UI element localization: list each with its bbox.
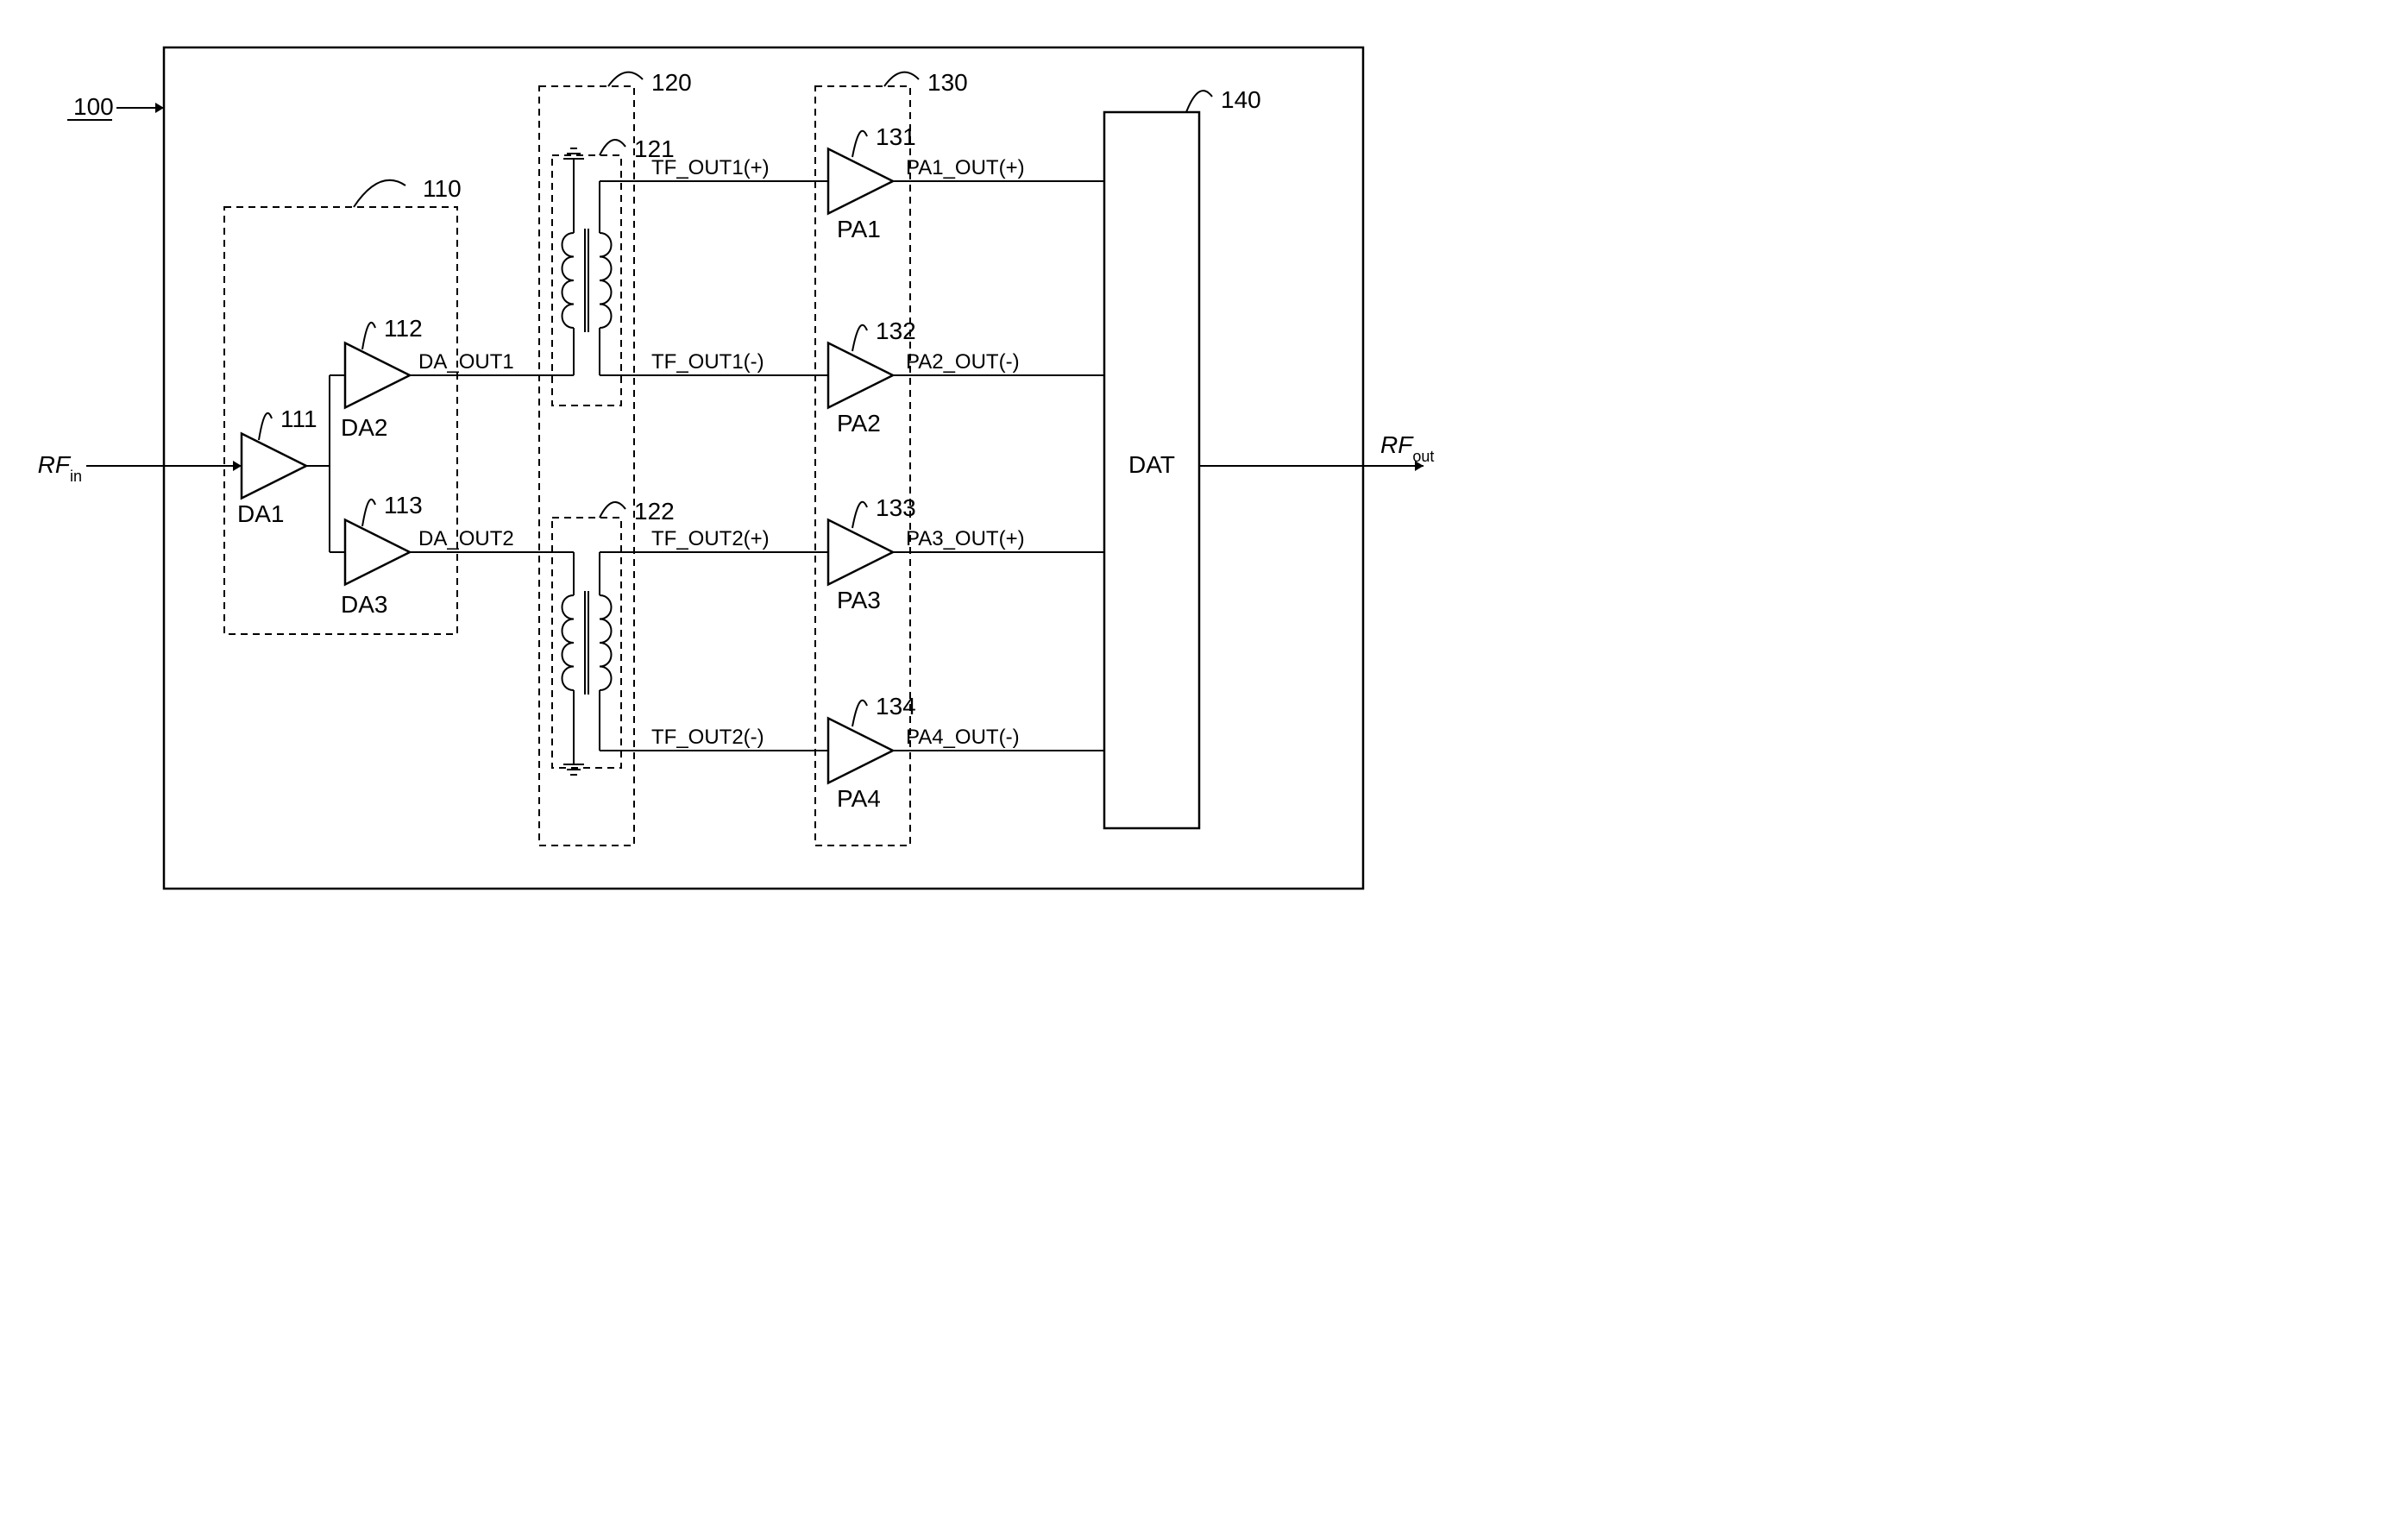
svg-text:100: 100 (73, 93, 114, 120)
svg-text:DA_OUT1: DA_OUT1 (418, 350, 514, 374)
rf-in-label: RFin (38, 451, 82, 485)
svg-text:DA3: DA3 (341, 591, 387, 618)
amp-da2 (345, 343, 410, 408)
svg-text:DAT: DAT (1128, 451, 1175, 478)
amp-da3 (345, 520, 410, 585)
svg-text:PA3_OUT(+): PA3_OUT(+) (906, 527, 1025, 550)
svg-text:PA4: PA4 (837, 785, 881, 812)
amp-da1 (242, 434, 306, 499)
svg-text:112: 112 (384, 315, 423, 342)
rf-out-label: RFout (1380, 431, 1434, 465)
svg-text:DA1: DA1 (237, 500, 284, 527)
svg-text:134: 134 (876, 693, 916, 720)
svg-text:113: 113 (384, 492, 423, 519)
svg-text:140: 140 (1221, 86, 1261, 113)
svg-text:131: 131 (876, 123, 916, 150)
svg-text:TF_OUT2(+): TF_OUT2(+) (651, 527, 770, 550)
svg-text:DA_OUT2: DA_OUT2 (418, 527, 514, 550)
amp-pa1 (828, 149, 893, 214)
svg-text:TF_OUT2(-): TF_OUT2(-) (651, 726, 764, 749)
amp-pa2 (828, 343, 893, 408)
svg-text:111: 111 (280, 405, 317, 432)
svg-text:132: 132 (876, 317, 916, 344)
svg-text:PA4_OUT(-): PA4_OUT(-) (906, 726, 1020, 749)
svg-text:TF_OUT1(+): TF_OUT1(+) (651, 156, 770, 179)
svg-text:PA1: PA1 (837, 216, 881, 242)
amp-pa4 (828, 719, 893, 783)
svg-text:DA2: DA2 (341, 414, 387, 441)
svg-text:PA2: PA2 (837, 410, 881, 437)
svg-text:PA1_OUT(+): PA1_OUT(+) (906, 156, 1025, 179)
svg-text:122: 122 (634, 498, 675, 525)
svg-text:130: 130 (927, 69, 968, 96)
svg-text:110: 110 (423, 175, 462, 202)
svg-text:PA3: PA3 (837, 587, 881, 613)
svg-text:TF_OUT1(-): TF_OUT1(-) (651, 350, 764, 374)
svg-text:PA2_OUT(-): PA2_OUT(-) (906, 350, 1020, 374)
svg-text:120: 120 (651, 69, 692, 96)
amp-pa3 (828, 520, 893, 585)
svg-text:133: 133 (876, 494, 916, 521)
